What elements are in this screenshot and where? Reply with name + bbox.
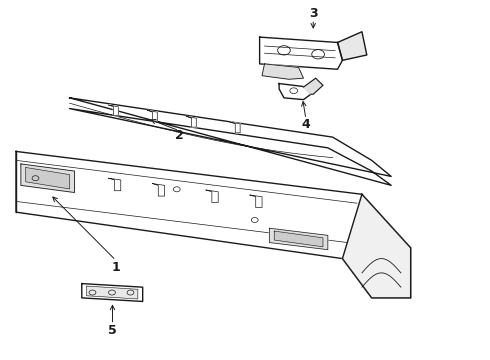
Polygon shape — [187, 116, 196, 127]
Polygon shape — [338, 32, 367, 60]
Text: 5: 5 — [108, 324, 117, 337]
Polygon shape — [270, 228, 328, 249]
Polygon shape — [70, 98, 391, 185]
Polygon shape — [87, 286, 138, 299]
Polygon shape — [262, 64, 303, 79]
Polygon shape — [274, 231, 323, 247]
Polygon shape — [230, 122, 240, 133]
Polygon shape — [206, 190, 218, 203]
Text: 2: 2 — [175, 129, 184, 142]
Text: 3: 3 — [309, 8, 318, 21]
Polygon shape — [343, 194, 411, 298]
Polygon shape — [279, 84, 311, 100]
Polygon shape — [82, 284, 143, 301]
Polygon shape — [303, 78, 323, 94]
Text: 4: 4 — [301, 118, 310, 131]
Polygon shape — [152, 184, 165, 196]
Polygon shape — [250, 195, 262, 207]
Polygon shape — [16, 152, 411, 298]
Text: 1: 1 — [112, 261, 120, 274]
Polygon shape — [26, 167, 70, 189]
Polygon shape — [109, 178, 121, 191]
Polygon shape — [21, 164, 74, 193]
Polygon shape — [109, 105, 118, 116]
Polygon shape — [147, 111, 157, 121]
Polygon shape — [260, 37, 343, 69]
